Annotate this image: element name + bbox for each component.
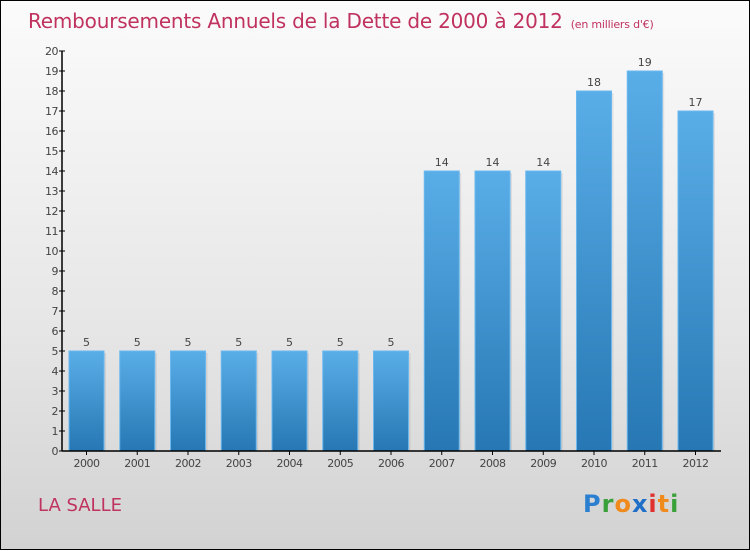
x-tick-label: 2005 [327, 457, 353, 470]
logo-letter: t [657, 490, 671, 518]
bar-value-label: 19 [638, 56, 652, 69]
bar-2008[interactable] [474, 170, 511, 452]
y-tick-label: 13 [45, 185, 58, 198]
bar-value-label: 14 [486, 156, 500, 169]
y-tick-label: 2 [52, 405, 59, 418]
bars-group: 5 5 5 5 5 5 5 14 14 14 18 19 17 [68, 56, 715, 452]
bar-2000[interactable] [68, 350, 105, 452]
y-tick-label: 14 [45, 165, 58, 178]
bar-value-label: 5 [134, 336, 141, 349]
x-tick-label: 2006 [378, 457, 404, 470]
bar-value-label: 14 [536, 156, 550, 169]
y-tick-label: 12 [45, 205, 58, 218]
x-tick-label: 2007 [429, 457, 455, 470]
bar-value-label: 5 [337, 336, 344, 349]
y-tick-label: 4 [52, 365, 59, 378]
bar-2012[interactable] [677, 110, 714, 452]
y-tick-label: 3 [52, 385, 59, 398]
proxiti-logo[interactable]: Proxiti [583, 490, 679, 518]
x-tick-label: 2001 [124, 457, 150, 470]
x-tick-label: 2003 [226, 457, 252, 470]
y-tick-label: 11 [45, 225, 58, 238]
bar-2006[interactable] [373, 350, 409, 452]
y-tick-label: 19 [45, 65, 58, 78]
bar-2004[interactable] [271, 350, 308, 452]
chart-subtitle: (en milliers d'€) [570, 18, 654, 31]
bar-value-label: 17 [689, 96, 703, 109]
y-tick-label: 0 [52, 445, 59, 458]
bar-2002[interactable] [170, 350, 206, 452]
bar-2003[interactable] [220, 350, 257, 452]
y-tick-label: 7 [52, 305, 59, 318]
logo-letter: i [670, 490, 680, 518]
y-tick-label: 20 [45, 45, 58, 58]
logo-letter: r [601, 490, 615, 518]
y-tick-label: 15 [45, 145, 58, 158]
x-tick-label: 2002 [175, 457, 201, 470]
y-tick-label: 16 [45, 125, 58, 138]
y-tick-label: 6 [52, 325, 59, 338]
bar-value-label: 5 [235, 336, 242, 349]
y-tick-label: 8 [52, 285, 59, 298]
bar-2010[interactable] [576, 90, 612, 452]
bar-value-label: 5 [388, 336, 395, 349]
bar-2007[interactable] [423, 170, 460, 452]
x-tick-label: 2000 [74, 457, 100, 470]
bar-value-label: 18 [587, 76, 601, 89]
place-name: LA SALLE [38, 495, 122, 516]
title-text: Remboursements Annuels de la Dette de 20… [28, 9, 563, 33]
x-tick-label: 2011 [632, 457, 658, 470]
x-tick-label: 2010 [581, 457, 607, 470]
y-tick-label: 5 [52, 345, 59, 358]
bar-2001[interactable] [119, 350, 156, 452]
logo-letter: o [614, 490, 632, 518]
x-tick-label: 2009 [530, 457, 556, 470]
bar-value-label: 5 [286, 336, 293, 349]
chart-title: Remboursements Annuels de la Dette de 20… [28, 9, 654, 33]
x-tick-label: 2012 [683, 457, 709, 470]
x-tick-label: 2004 [277, 457, 303, 470]
y-tick-label: 10 [45, 245, 58, 258]
logo-letter: P [583, 490, 602, 518]
y-tick-label: 9 [52, 265, 59, 278]
bar-value-label: 14 [435, 156, 449, 169]
bar-2009[interactable] [525, 170, 562, 452]
axes-group: 2000 2001 2002 2003 2004 2005 2006 2007 2008 2009… [45, 45, 721, 470]
logo-letter: x [631, 490, 649, 518]
y-tick-label: 17 [45, 105, 58, 118]
bar-value-label: 5 [185, 336, 192, 349]
y-tick-label: 1 [52, 425, 59, 438]
bar-2011[interactable] [626, 70, 663, 452]
x-tick-label: 2008 [480, 457, 506, 470]
y-tick-label: 18 [45, 85, 58, 98]
bar-value-label: 5 [83, 336, 90, 349]
logo-letter: i [648, 490, 658, 518]
bar-2005[interactable] [322, 350, 359, 452]
